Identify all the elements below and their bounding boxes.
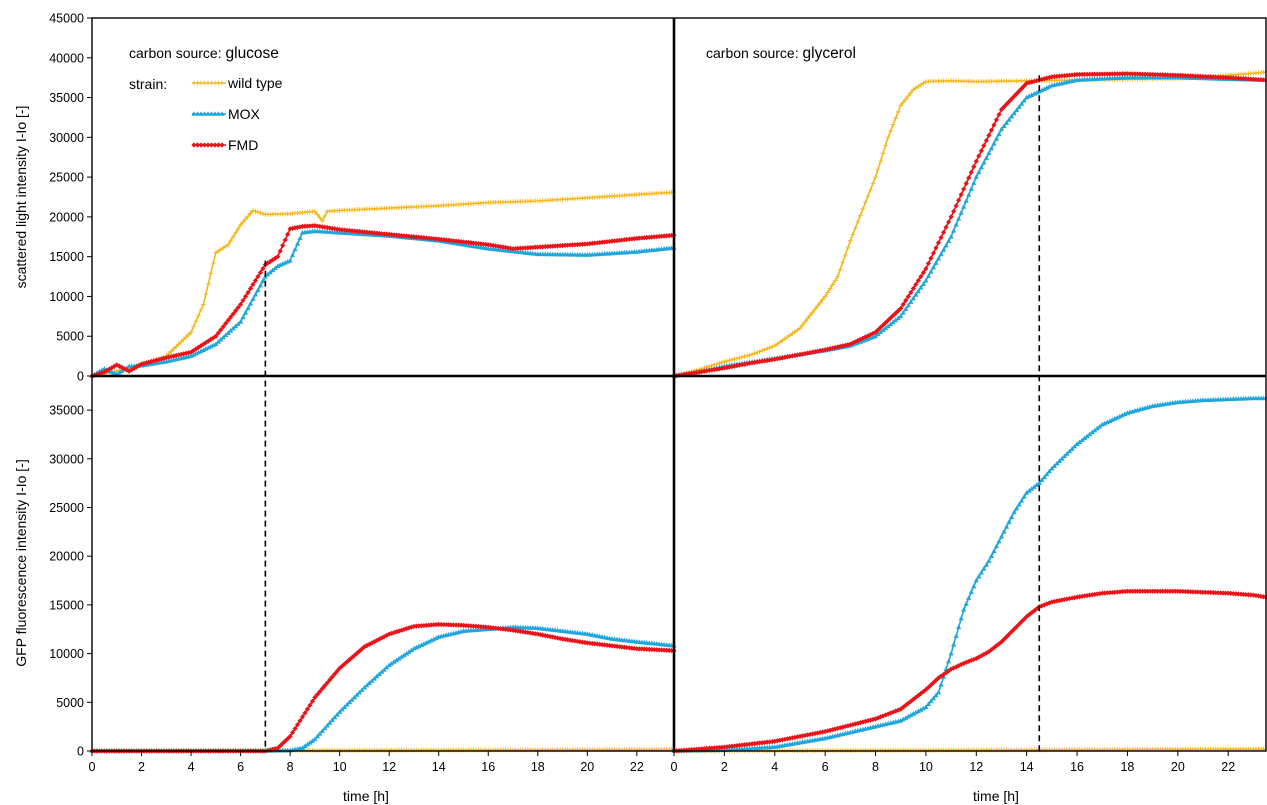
- x-tick-label-col1-22: 22: [1221, 760, 1235, 774]
- glycerol-scatter-wild-type-markers: [671, 69, 1267, 379]
- legend-label-wild-type: wild type: [227, 75, 283, 91]
- x-tick-label-col0-12: 12: [382, 760, 396, 774]
- y-tick-label-row1-30000: 30000: [49, 452, 84, 466]
- y-axis-title-top: scattered light intensity I-Io [-]: [13, 106, 29, 289]
- glycerol-scatter-wild-type-line: [673, 71, 1267, 377]
- x-tick-label-col0-18: 18: [531, 760, 545, 774]
- legend-item-wild-type: wild type: [191, 75, 283, 91]
- y-tick-label-row1-5000: 5000: [56, 696, 84, 710]
- x-tick-label-col1-20: 20: [1171, 760, 1185, 774]
- glycerol-gfp-mox-line: [673, 397, 1266, 752]
- x-tick-label-col1-2: 2: [721, 760, 728, 774]
- legend-label-mox: MOX: [228, 106, 261, 122]
- y-tick-label-row0-30000: 30000: [49, 131, 84, 145]
- y-tick-label-row1-20000: 20000: [49, 550, 84, 564]
- x-tick-label-col0-16: 16: [481, 760, 495, 774]
- y-tick-label-row1-15000: 15000: [49, 598, 84, 612]
- legend-item-mox: MOX: [191, 106, 261, 122]
- x-tick-label-col1-0: 0: [671, 760, 678, 774]
- x-tick-label-col1-18: 18: [1120, 760, 1134, 774]
- glycerol-gfp-fmd-markers: [671, 588, 1267, 754]
- glycerol-scatter-fmd-line: [673, 72, 1267, 377]
- x-tick-label-col0-8: 8: [287, 760, 294, 774]
- text-layer: scattered light intensity I-Io [-] GFP f…: [13, 45, 1019, 804]
- glucose-scatter-fmd-markers: [89, 223, 677, 379]
- x-tick-label-col0-0: 0: [89, 760, 96, 774]
- y-tick-label-row0-45000: 45000: [49, 12, 84, 26]
- y-tick-label-row0-40000: 40000: [49, 51, 84, 65]
- x-tick-label-col0-22: 22: [630, 760, 644, 774]
- panel-annotation-glucose: carbon source: glucose: [129, 45, 279, 62]
- x-tick-label-col1-14: 14: [1020, 760, 1034, 774]
- legend-marker-wild-type: [191, 80, 225, 86]
- y-tick-label-row0-0: 0: [77, 370, 84, 384]
- x-tick-label-col1-8: 8: [872, 760, 879, 774]
- legend-title: strain:: [129, 76, 167, 92]
- glucose-scatter-wild-type-markers: [89, 189, 677, 379]
- x-tick-label-col1-6: 6: [822, 760, 829, 774]
- legend: wild type MOX FMD: [191, 75, 283, 153]
- y-tick-label-row0-20000: 20000: [49, 210, 84, 224]
- legend-label-fmd: FMD: [228, 137, 258, 153]
- y-tick-label-row1-35000: 35000: [49, 404, 84, 418]
- glycerol-scatter-mox-markers: [671, 74, 1267, 378]
- x-tick-label-col1-16: 16: [1070, 760, 1084, 774]
- dashed-marker-layer: [264, 75, 1041, 751]
- x-tick-label-col1-10: 10: [919, 760, 933, 774]
- legend-marker-fmd: [191, 142, 225, 148]
- legend-item-fmd: FMD: [191, 137, 258, 153]
- x-tick-label-col0-20: 20: [580, 760, 594, 774]
- y-tick-label-row0-5000: 5000: [56, 330, 84, 344]
- y-axis-title-bottom: GFP fluorescence intensity I-Io [-]: [13, 459, 29, 667]
- y-tick-label-row1-0: 0: [77, 745, 84, 759]
- x-tick-label-col0-6: 6: [237, 760, 244, 774]
- x-tick-label-col0-10: 10: [333, 760, 347, 774]
- y-tick-label-row0-15000: 15000: [49, 250, 84, 264]
- panel-annotation-glycerol: carbon source: glycerol: [706, 45, 856, 62]
- legend-marker-mox: [191, 111, 225, 116]
- glucose-scatter-wild-type-line: [91, 191, 675, 377]
- y-tick-label-row0-10000: 10000: [49, 290, 84, 304]
- y-tick-label-row0-25000: 25000: [49, 171, 84, 185]
- x-tick-label-col1-12: 12: [969, 760, 983, 774]
- glycerol-gfp-mox-markers: [671, 395, 1267, 753]
- x-tick-label-col0-14: 14: [432, 760, 446, 774]
- glycerol-gfp-fmd-line: [673, 590, 1267, 752]
- y-tick-label-row1-10000: 10000: [49, 647, 84, 661]
- y-tick-label-row1-25000: 25000: [49, 501, 84, 515]
- frame-layer: [91, 17, 1267, 752]
- tick-label-layer: 0500010000150002000025000300003500040000…: [49, 12, 1235, 775]
- glucose-gfp-fmd-markers: [89, 621, 677, 754]
- x-axis-title-left: time [h]: [343, 788, 389, 804]
- x-axis-title-right: time [h]: [973, 788, 1019, 804]
- glucose-gfp-mox-line: [92, 626, 675, 752]
- x-tick-label-col0-2: 2: [138, 760, 145, 774]
- x-tick-label-col0-4: 4: [188, 760, 195, 774]
- glycerol-scatter-mox-line: [673, 76, 1267, 377]
- glycerol-scatter-fmd-markers: [671, 71, 1267, 379]
- plot-frame: [91, 17, 1267, 752]
- x-tick-label-col1-4: 4: [771, 760, 778, 774]
- y-tick-label-row0-35000: 35000: [49, 91, 84, 105]
